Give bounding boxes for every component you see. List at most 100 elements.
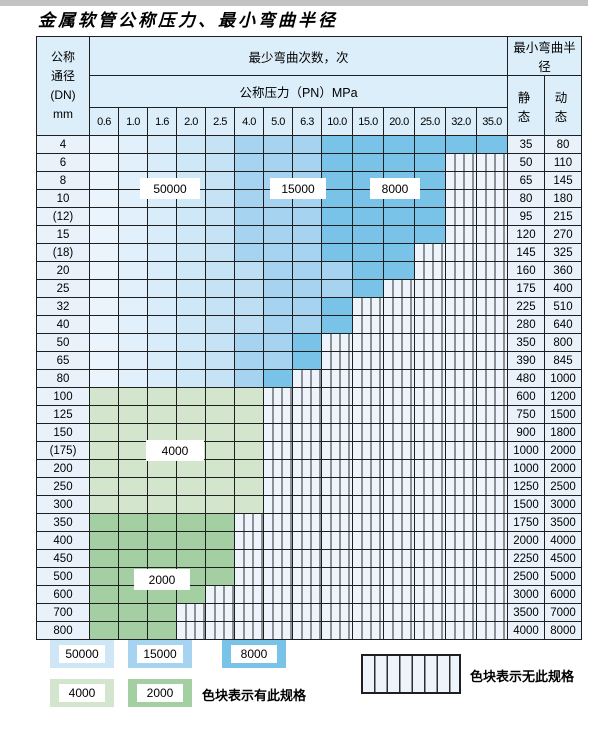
cell-spec bbox=[147, 135, 177, 154]
pressure-column-header: 32.0 bbox=[445, 107, 477, 136]
cell-spec bbox=[205, 351, 235, 370]
cell-spec bbox=[292, 333, 322, 352]
label-2000: 2000 bbox=[134, 569, 190, 590]
cell-no-spec bbox=[263, 567, 293, 586]
cell-spec bbox=[89, 495, 119, 514]
static-radius-cell: 175 bbox=[507, 279, 545, 298]
cell-no-spec bbox=[414, 405, 446, 424]
cell-no-spec bbox=[292, 459, 322, 478]
cell-spec bbox=[147, 225, 177, 244]
cell-spec bbox=[89, 423, 119, 442]
cell-spec bbox=[234, 459, 264, 478]
cell-no-spec bbox=[292, 603, 322, 622]
label-50000: 50000 bbox=[140, 178, 200, 199]
table-wrap: 公称 通径 (DN) mm 最少弯曲次数，次 最小弯曲半径 公称压力（PN）MPa 静… bbox=[36, 36, 582, 640]
cell-spec bbox=[176, 333, 206, 352]
cell-no-spec bbox=[414, 567, 446, 586]
dynamic-radius-cell: 845 bbox=[544, 351, 582, 370]
static-radius-cell: 2500 bbox=[507, 567, 545, 586]
cell-spec bbox=[234, 315, 264, 334]
cell-spec bbox=[118, 495, 148, 514]
static-radius-cell: 750 bbox=[507, 405, 545, 424]
cell-no-spec bbox=[383, 585, 415, 604]
static-radius-cell: 3500 bbox=[507, 603, 545, 622]
cell-no-spec bbox=[476, 513, 508, 532]
cell-no-spec bbox=[445, 459, 477, 478]
cell-no-spec bbox=[445, 621, 477, 640]
table-row: 20 160 360 bbox=[36, 261, 582, 280]
table-row: 350 1750 3500 bbox=[36, 513, 582, 532]
cell-no-spec bbox=[263, 477, 293, 496]
cell-spec bbox=[205, 279, 235, 298]
cell-no-spec bbox=[321, 387, 353, 406]
cell-no-spec bbox=[445, 189, 477, 208]
top-strip bbox=[0, 0, 588, 6]
cell-no-spec bbox=[414, 531, 446, 550]
cell-spec bbox=[263, 153, 293, 172]
dn-cell: 10 bbox=[36, 189, 90, 208]
dynamic-radius-cell: 510 bbox=[544, 297, 582, 316]
cell-no-spec bbox=[383, 297, 415, 316]
cell-no-spec bbox=[383, 549, 415, 568]
cell-no-spec bbox=[292, 513, 322, 532]
cell-spec bbox=[89, 243, 119, 262]
cell-spec bbox=[321, 135, 353, 154]
cell-no-spec bbox=[383, 333, 415, 352]
cell-spec bbox=[352, 243, 384, 262]
cell-spec bbox=[118, 207, 148, 226]
cell-spec bbox=[292, 297, 322, 316]
cell-spec bbox=[234, 477, 264, 496]
cell-no-spec bbox=[414, 423, 446, 442]
cell-no-spec bbox=[414, 513, 446, 532]
page-title: 金属软管公称压力、最小弯曲半径 bbox=[38, 11, 338, 30]
dn-header: 公称 通径 (DN) mm bbox=[36, 36, 90, 136]
cell-spec bbox=[205, 135, 235, 154]
cell-spec bbox=[445, 135, 477, 154]
cell-spec bbox=[205, 297, 235, 316]
dn-cell: 350 bbox=[36, 513, 90, 532]
static-radius-cell: 35 bbox=[507, 135, 545, 154]
cell-spec bbox=[118, 315, 148, 334]
cell-spec bbox=[176, 207, 206, 226]
cell-spec bbox=[176, 495, 206, 514]
cell-no-spec bbox=[476, 459, 508, 478]
legend-swatch-label: 15000 bbox=[137, 645, 183, 663]
dynamic-radius-cell: 1500 bbox=[544, 405, 582, 424]
cell-no-spec bbox=[383, 315, 415, 334]
cell-no-spec bbox=[352, 495, 384, 514]
cell-no-spec bbox=[445, 585, 477, 604]
cell-no-spec bbox=[414, 333, 446, 352]
static-radius-cell: 95 bbox=[507, 207, 545, 226]
cell-spec bbox=[383, 153, 415, 172]
table-row: 450 2250 4500 bbox=[36, 549, 582, 568]
cell-no-spec bbox=[292, 549, 322, 568]
cell-spec bbox=[321, 243, 353, 262]
cell-no-spec bbox=[352, 513, 384, 532]
cell-no-spec bbox=[445, 261, 477, 280]
table-body: 4 35 80 6 50 110 8 65 145 10 80 180 (12) 95 215 15 120 27… bbox=[36, 135, 582, 640]
pressure-column-header: 4.0 bbox=[234, 107, 264, 136]
pressure-column-header: 25.0 bbox=[414, 107, 446, 136]
dn-header-line: 公称 bbox=[50, 49, 75, 64]
dn-cell: 8 bbox=[36, 171, 90, 190]
cell-no-spec bbox=[263, 387, 293, 406]
cell-spec bbox=[176, 477, 206, 496]
cell-spec bbox=[89, 621, 119, 640]
cell-no-spec bbox=[352, 315, 384, 334]
cell-spec bbox=[234, 225, 264, 244]
cell-spec bbox=[147, 603, 177, 622]
legend-swatch-2000: 2000 bbox=[128, 679, 192, 707]
cell-spec bbox=[147, 531, 177, 550]
cell-spec bbox=[118, 135, 148, 154]
pressure-values-row: 0.6 1.0 1.6 2.0 2.5 4.0 5.0 6.3 10.0 15.0 20.0 25.0… bbox=[37, 107, 582, 136]
cell-spec bbox=[321, 315, 353, 334]
cell-no-spec bbox=[352, 351, 384, 370]
dynamic-radius-cell: 1200 bbox=[544, 387, 582, 406]
table-row: 6 50 110 bbox=[36, 153, 582, 172]
table-row: 600 3000 6000 bbox=[36, 585, 582, 604]
dn-header-line: (DN) bbox=[50, 88, 76, 102]
cell-spec bbox=[234, 261, 264, 280]
cell-spec bbox=[118, 603, 148, 622]
static-radius-cell: 4000 bbox=[507, 621, 545, 640]
cell-no-spec bbox=[234, 621, 264, 640]
